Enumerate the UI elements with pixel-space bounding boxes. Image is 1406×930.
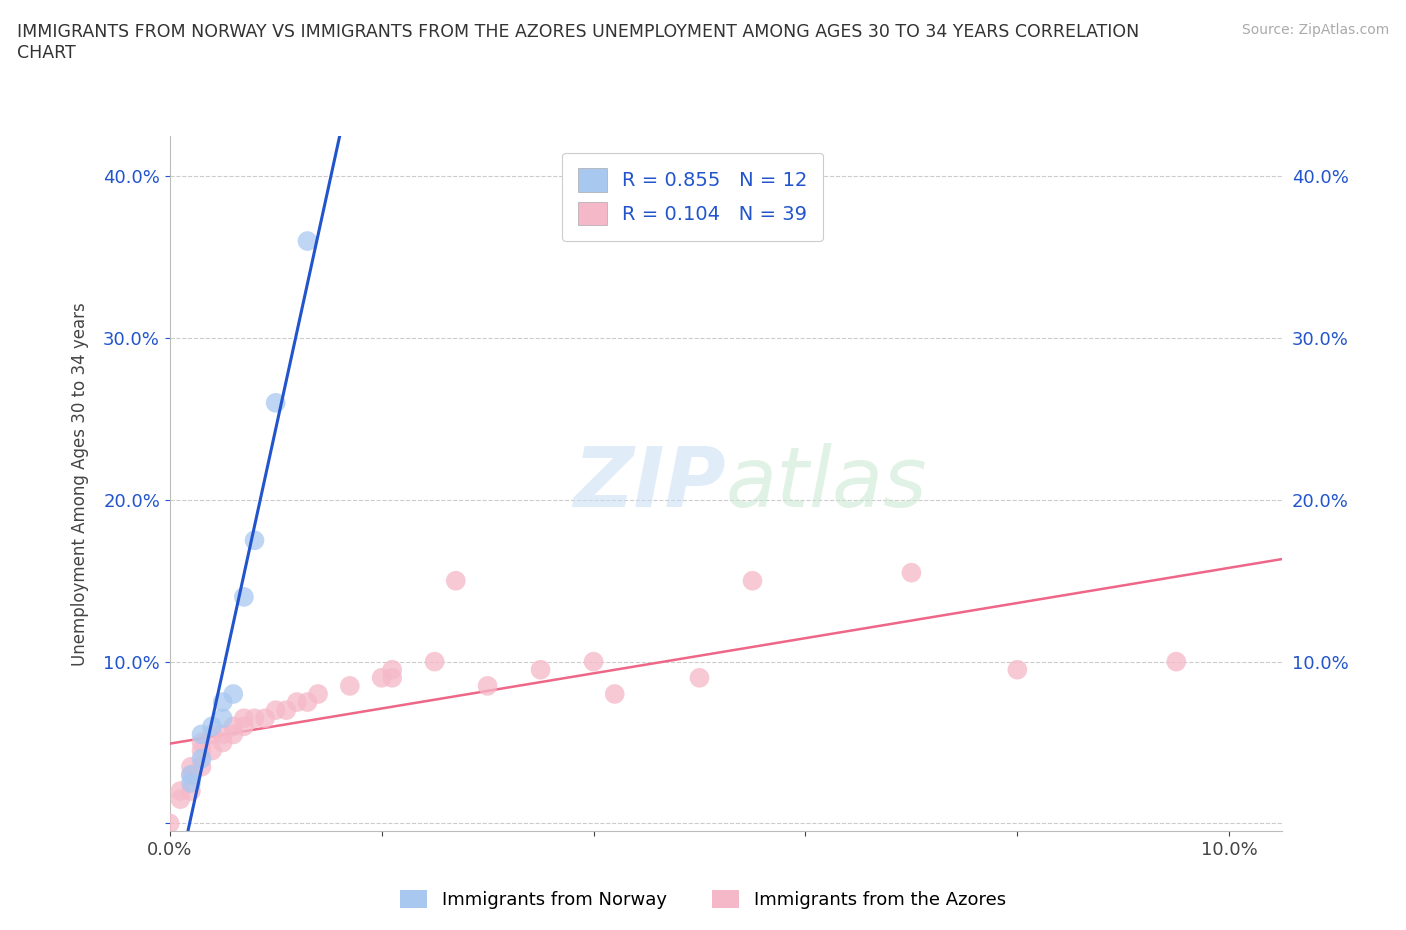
Point <box>285 695 308 710</box>
Point <box>201 727 224 742</box>
Point <box>211 711 233 725</box>
Point <box>529 662 551 677</box>
Text: atlas: atlas <box>725 444 928 525</box>
Point <box>477 679 499 694</box>
Point <box>190 759 212 774</box>
Point <box>180 776 202 790</box>
Point <box>297 233 319 248</box>
Point <box>211 695 233 710</box>
Point <box>582 654 605 669</box>
Text: ZIP: ZIP <box>574 444 725 525</box>
Point <box>339 679 361 694</box>
Point <box>211 727 233 742</box>
Point <box>180 759 202 774</box>
Point <box>232 590 254 604</box>
Text: Source: ZipAtlas.com: Source: ZipAtlas.com <box>1241 23 1389 37</box>
Point <box>276 703 298 718</box>
Point <box>370 671 392 685</box>
Point <box>689 671 711 685</box>
Point <box>254 711 277 725</box>
Legend: Immigrants from Norway, Immigrants from the Azores: Immigrants from Norway, Immigrants from … <box>394 883 1012 916</box>
Point <box>1007 662 1029 677</box>
Point <box>1166 654 1188 669</box>
Point <box>180 784 202 799</box>
Text: IMMIGRANTS FROM NORWAY VS IMMIGRANTS FROM THE AZORES UNEMPLOYMENT AMONG AGES 30 : IMMIGRANTS FROM NORWAY VS IMMIGRANTS FRO… <box>17 23 1139 62</box>
Point <box>900 565 922 580</box>
Point <box>381 671 404 685</box>
Point <box>264 703 287 718</box>
Point <box>297 695 319 710</box>
Point <box>222 719 245 734</box>
Point <box>222 727 245 742</box>
Point <box>190 727 212 742</box>
Point <box>232 711 254 725</box>
Point <box>264 395 287 410</box>
Point <box>180 767 202 782</box>
Point <box>169 784 191 799</box>
Point <box>381 662 404 677</box>
Point <box>201 719 224 734</box>
Point <box>603 686 626 701</box>
Y-axis label: Unemployment Among Ages 30 to 34 years: Unemployment Among Ages 30 to 34 years <box>72 302 89 666</box>
Point <box>741 573 763 588</box>
Point <box>232 719 254 734</box>
Point <box>222 686 245 701</box>
Point <box>190 735 212 750</box>
Point <box>211 735 233 750</box>
Point <box>159 816 181 830</box>
Point <box>190 743 212 758</box>
Point <box>169 791 191 806</box>
Legend: R = 0.855   N = 12, R = 0.104   N = 39: R = 0.855 N = 12, R = 0.104 N = 39 <box>562 153 823 241</box>
Point <box>243 533 266 548</box>
Point <box>180 767 202 782</box>
Point <box>201 743 224 758</box>
Point <box>444 573 467 588</box>
Point <box>190 751 212 766</box>
Point <box>423 654 446 669</box>
Point <box>307 686 329 701</box>
Point <box>243 711 266 725</box>
